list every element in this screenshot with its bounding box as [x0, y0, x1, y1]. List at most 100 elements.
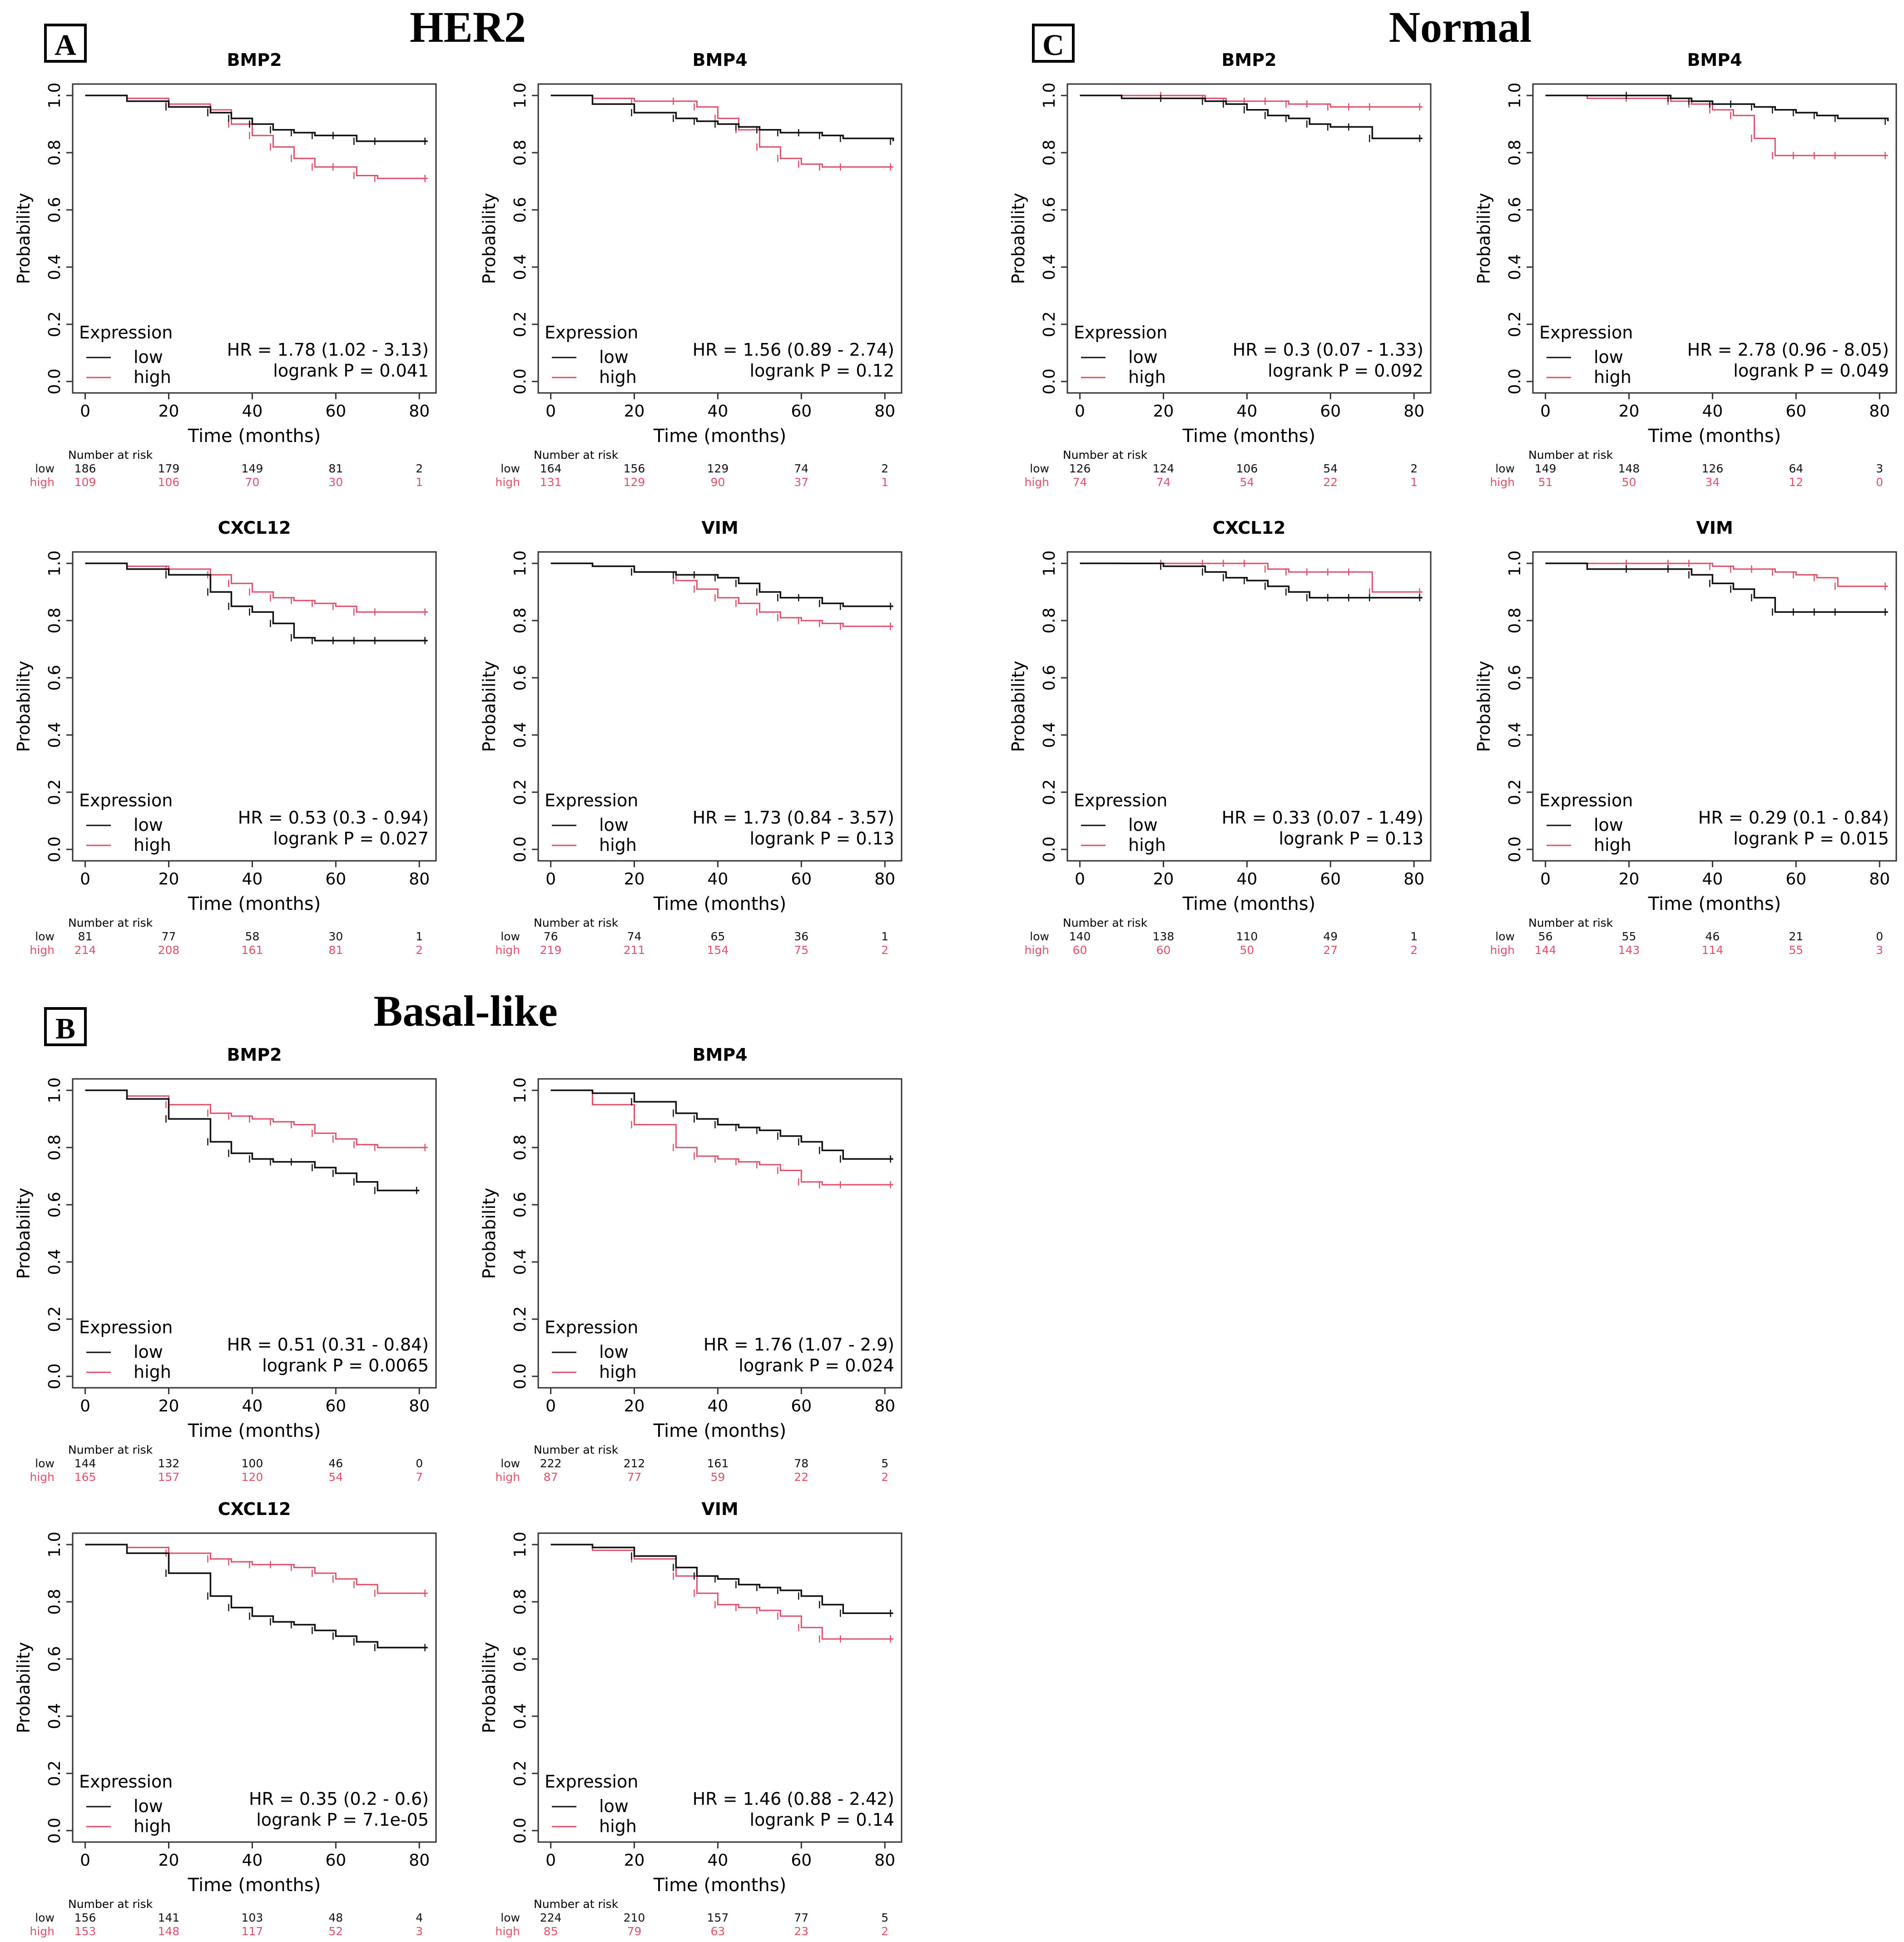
legend-label-high: high: [599, 1816, 637, 1836]
hazard-ratio-text: HR = 1.73 (0.84 - 3.57): [693, 808, 894, 828]
risk-count-low: 100: [242, 1457, 263, 1470]
risk-row-label-low: low: [1030, 462, 1049, 475]
legend-title: Expression: [1074, 323, 1167, 343]
y-tick-label: 0.6: [511, 665, 530, 690]
legend-label-low: low: [134, 1796, 163, 1816]
y-tick-label: 1.0: [45, 1532, 64, 1558]
legend-title: Expression: [545, 1317, 638, 1337]
legend-label-low: low: [599, 815, 629, 835]
risk-row-label-low: low: [35, 930, 55, 943]
y-tick-label: 1.0: [511, 83, 530, 109]
risk-count-high: 51: [1538, 476, 1553, 489]
risk-table-header: Number at risk: [68, 1443, 153, 1456]
risk-count-high: 2: [1410, 944, 1418, 957]
y-tick-label: 0.8: [1040, 139, 1059, 165]
y-tick-label: 0.2: [45, 311, 64, 337]
logrank-p-text: logrank P = 0.027: [273, 829, 429, 849]
km-chart-a-vim: VIM 0.0 0.2 0.4 0.6 0.8 1.0 Probability 0 20 40 60 8…: [479, 518, 902, 957]
y-tick-label: 0.4: [511, 1249, 530, 1275]
risk-row-label-high: high: [495, 944, 520, 957]
risk-count-low: 1: [881, 930, 888, 943]
y-tick-label: 0.2: [45, 1306, 64, 1332]
risk-count-low: 132: [158, 1457, 180, 1470]
series-line-high: [550, 562, 893, 627]
y-tick-label: 0.8: [1506, 607, 1524, 633]
y-tick-label: 0.2: [511, 1760, 530, 1786]
y-tick-label: 0.0: [1040, 836, 1059, 862]
x-axis-label: Time (months): [188, 1875, 321, 1896]
risk-count-low: 157: [707, 1911, 729, 1924]
risk-count-high: 74: [1156, 476, 1171, 489]
risk-count-low: 46: [328, 1457, 343, 1470]
risk-count-low: 5: [881, 1911, 888, 1924]
risk-count-high: 2: [881, 944, 888, 957]
plot-frame: [72, 551, 437, 862]
risk-count-high: 23: [794, 1925, 808, 1938]
series-line-high: [1080, 562, 1423, 593]
risk-row-label-high: high: [1024, 944, 1049, 957]
risk-count-high: 63: [710, 1925, 725, 1938]
risk-count-low: 56: [1538, 930, 1553, 943]
legend-label-high: high: [1594, 367, 1631, 387]
panel-letter: C: [1042, 29, 1064, 62]
plot-frame: [1532, 83, 1897, 394]
x-tick-label: 20: [159, 402, 179, 421]
x-axis-label: Time (months): [1648, 426, 1781, 447]
x-tick-label: 80: [1869, 870, 1890, 889]
risk-row-label-low: low: [1495, 930, 1515, 943]
y-tick-label: 0.8: [45, 1134, 64, 1160]
risk-count-high: 30: [328, 476, 343, 489]
legend-label-high: high: [599, 835, 637, 855]
risk-count-high: 208: [158, 944, 180, 957]
x-tick-label: 20: [1619, 402, 1640, 421]
risk-count-low: 222: [540, 1457, 562, 1470]
hazard-ratio-text: HR = 0.51 (0.31 - 0.84): [227, 1335, 429, 1355]
y-tick-label: 0.0: [511, 836, 530, 862]
x-tick-label: 20: [159, 1851, 179, 1870]
x-tick-label: 40: [1702, 870, 1723, 889]
risk-count-low: 110: [1236, 930, 1258, 943]
logrank-p-text: logrank P = 7.1e-05: [256, 1810, 429, 1830]
y-tick-label: 1.0: [511, 551, 530, 576]
legend-title: Expression: [1074, 790, 1167, 810]
risk-count-low: 54: [1323, 462, 1338, 475]
legend-title: Expression: [545, 1772, 638, 1792]
legend-title: Expression: [1539, 790, 1633, 810]
risk-count-high: 161: [242, 944, 263, 957]
y-tick-label: 0.4: [1506, 254, 1524, 280]
plot-frame: [72, 1532, 437, 1843]
x-axis-label: Time (months): [653, 1875, 786, 1896]
risk-table-header: Number at risk: [534, 1897, 619, 1911]
x-tick-label: 40: [242, 870, 263, 889]
km-chart-b-bmp2: BMP2 0.0 0.2 0.4 0.6 0.8 1.0 Probability 0 20 40 60…: [14, 1045, 437, 1484]
risk-count-low: 36: [794, 930, 808, 943]
risk-count-low: 140: [1069, 930, 1091, 943]
risk-count-low: 144: [74, 1457, 96, 1470]
chart-title: BMP4: [692, 1045, 747, 1065]
risk-count-low: 124: [1153, 462, 1175, 475]
risk-count-low: 103: [242, 1911, 263, 1924]
risk-count-high: 2: [881, 1925, 888, 1938]
risk-count-high: 7: [416, 1470, 423, 1484]
risk-count-high: 37: [794, 476, 808, 489]
chart-title: BMP2: [227, 50, 282, 70]
risk-row-label-low: low: [501, 1457, 520, 1470]
legend-title: Expression: [545, 790, 638, 810]
x-axis-label: Time (months): [653, 426, 786, 447]
risk-count-high: 81: [328, 944, 343, 957]
plot-frame: [537, 551, 902, 862]
risk-count-high: 129: [624, 476, 645, 489]
legend-label-low: low: [1128, 815, 1158, 835]
risk-count-high: 143: [1618, 944, 1640, 957]
km-chart-a-bmp4: BMP4 0.0 0.2 0.4 0.6 0.8 1.0 Probability 0 20 40 60…: [479, 50, 902, 489]
y-tick-label: 0.6: [1506, 665, 1524, 690]
y-tick-label: 0.2: [511, 1306, 530, 1332]
x-tick-label: 80: [874, 1851, 895, 1870]
risk-count-high: 50: [1240, 944, 1254, 957]
risk-count-high: 22: [794, 1470, 808, 1484]
y-tick-label: 0.0: [45, 836, 64, 862]
km-chart-c-bmp4: BMP4 0.0 0.2 0.4 0.6 0.8 1.0 Probability 0 20 40 60…: [1474, 50, 1897, 489]
x-axis-label: Time (months): [653, 1420, 786, 1441]
y-tick-label: 0.4: [45, 722, 64, 748]
